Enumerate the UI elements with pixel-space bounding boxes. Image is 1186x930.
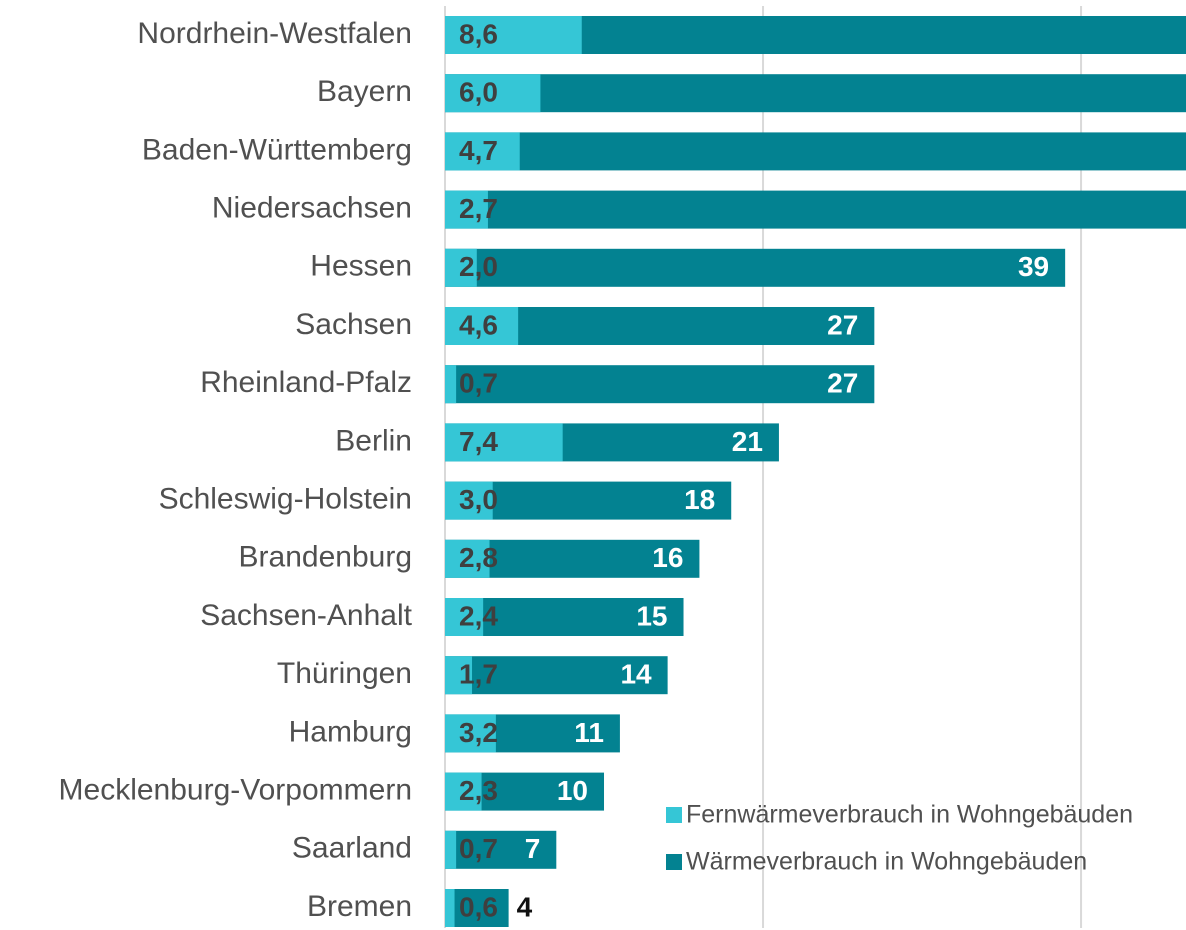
bar xyxy=(445,248,1066,287)
data-label: 27 xyxy=(827,309,858,340)
data-label: 3,2 xyxy=(459,717,498,748)
category-label: Saarland xyxy=(292,832,412,865)
category-label: Sachsen-Anhalt xyxy=(200,599,412,632)
legend-label: Wärmeverbrauch in Wohngebäuden xyxy=(686,848,1087,876)
bar xyxy=(445,889,509,927)
category-label: Bayern xyxy=(317,75,412,108)
data-label: 7,4 xyxy=(459,426,498,457)
data-label: 2,0 xyxy=(459,251,498,282)
bar xyxy=(445,423,563,462)
category-label: Niedersachsen xyxy=(212,192,412,225)
legend-label: Fernwärmeverbrauch in Wohngebäuden xyxy=(686,801,1133,829)
data-label: 3,0 xyxy=(459,484,498,515)
data-label: 1,7 xyxy=(459,659,498,690)
bar xyxy=(445,598,684,636)
legend-swatch xyxy=(666,807,682,823)
category-label: Thüringen xyxy=(277,657,412,690)
data-label: 4,6 xyxy=(459,309,498,340)
bar xyxy=(445,481,493,520)
data-label: 2,4 xyxy=(459,600,498,631)
bar xyxy=(445,365,457,404)
data-label: 39 xyxy=(1018,251,1049,282)
bar xyxy=(445,190,488,229)
data-label: 10 xyxy=(557,775,588,806)
bar xyxy=(445,656,668,695)
category-label: Hessen xyxy=(310,250,412,283)
category-label: Mecklenburg-Vorpommern xyxy=(59,774,412,807)
category-label: Brandenburg xyxy=(239,541,412,574)
data-label: 18 xyxy=(684,484,715,515)
data-label: 6,0 xyxy=(459,77,498,108)
bar xyxy=(445,190,1186,229)
bar xyxy=(445,539,490,578)
category-label: Hamburg xyxy=(289,715,412,748)
data-label: 2,8 xyxy=(459,542,498,573)
bar xyxy=(445,74,1186,113)
bar xyxy=(445,889,455,927)
data-label: 4 xyxy=(517,891,533,922)
data-label: 2,3 xyxy=(459,775,498,806)
bar xyxy=(445,772,482,811)
data-label: 14 xyxy=(620,659,652,690)
category-label: Sachsen xyxy=(295,308,412,341)
bar xyxy=(445,132,520,171)
category-label: Rheinland-Pfalz xyxy=(200,366,412,399)
category-label: Schleswig-Holstein xyxy=(159,483,412,516)
category-label: Nordrhein-Westfalen xyxy=(137,17,412,50)
data-label: 0,6 xyxy=(459,891,498,922)
bar xyxy=(445,656,473,695)
data-label: 0,7 xyxy=(459,368,498,399)
legend-swatch xyxy=(666,854,682,870)
data-label: 0,7 xyxy=(459,833,498,864)
bar xyxy=(445,74,541,113)
data-label: 16 xyxy=(652,542,683,573)
data-label: 8,6 xyxy=(459,18,498,49)
bar xyxy=(445,248,477,287)
data-label: 21 xyxy=(732,426,763,457)
category-label: Berlin xyxy=(335,424,412,457)
data-label: 7 xyxy=(525,833,541,864)
data-label: 15 xyxy=(636,600,667,631)
bar xyxy=(445,714,496,753)
bar xyxy=(445,830,457,869)
bar xyxy=(445,307,519,345)
data-label: 2,7 xyxy=(459,193,498,224)
category-label: Bremen xyxy=(307,890,412,923)
data-label: 11 xyxy=(574,717,604,748)
category-label: Baden-Württemberg xyxy=(142,133,412,166)
bar xyxy=(445,598,484,636)
bar xyxy=(445,830,557,869)
bar xyxy=(445,365,875,404)
data-label: 27 xyxy=(827,368,858,399)
data-label: 4,7 xyxy=(459,135,498,166)
bar xyxy=(445,132,1186,171)
bar xyxy=(445,16,582,54)
